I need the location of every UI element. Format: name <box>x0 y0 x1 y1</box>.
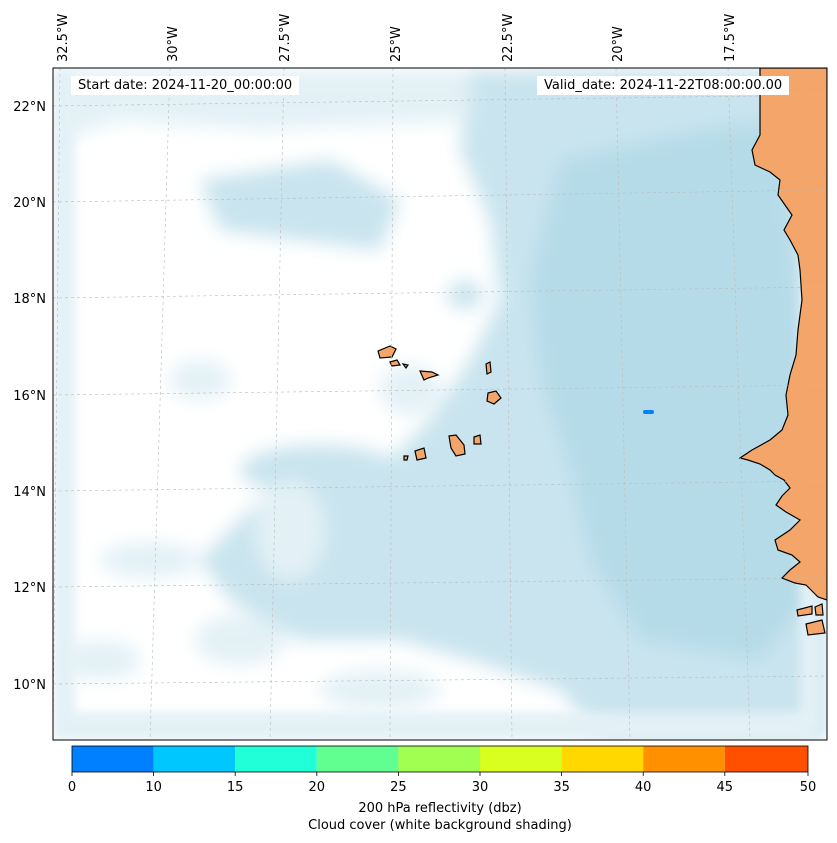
colorbar-tick-label: 35 <box>553 780 570 795</box>
colorbar-tick-label: 20 <box>308 780 326 795</box>
colorbar-segment <box>398 746 480 772</box>
lat-label: 12°N <box>13 581 46 596</box>
colorbar-tick-label: 50 <box>799 780 817 795</box>
lat-label: 20°N <box>13 196 46 211</box>
lat-label: 18°N <box>13 292 46 307</box>
colorbar-segment <box>561 746 644 772</box>
colorbar-tick-label: 10 <box>145 780 162 795</box>
lat-label: 16°N <box>13 389 46 404</box>
colorbar <box>71 745 809 776</box>
reflectivity-echo <box>643 410 654 414</box>
colorbar-segment <box>316 746 399 772</box>
colorbar-tick-label: 0 <box>67 780 77 795</box>
colorbar-frame <box>71 745 809 773</box>
longitude-labels: 32.5°W 30°W 27.5°W 25°W 22.5°W 20°W 17.5… <box>56 14 738 62</box>
valid-date-label: Valid_date: 2024-11-22T08:00:00.00 <box>537 76 790 95</box>
colorbar-segment <box>643 746 725 772</box>
colorbar-segment <box>153 746 236 772</box>
latitude-labels: 22°N 20°N 18°N 16°N 14°N 12°N 10°N <box>13 100 46 693</box>
lat-label: 14°N <box>13 485 46 500</box>
colorbar-segment <box>235 746 317 772</box>
graticule <box>53 68 827 740</box>
bijagos-islands <box>796 603 826 636</box>
cloud-cover-shading <box>60 70 827 740</box>
cape-verde-islands <box>377 345 502 461</box>
lon-label: 17.5°W <box>723 14 738 62</box>
colorbar-segment <box>480 746 562 772</box>
colorbar-tick-label: 30 <box>471 780 489 795</box>
lon-label: 25°W <box>389 26 404 62</box>
colorbar-segment <box>72 746 154 772</box>
start-date-label: Start date: 2024-11-20_00:00:00 <box>71 76 300 95</box>
colorbar-subtitle: Cloud cover (white background shading) <box>308 818 572 833</box>
lon-label: 30°W <box>166 26 181 62</box>
africa-landmass <box>738 68 827 601</box>
lon-label: 27.5°W <box>278 14 293 62</box>
colorbar-tick-label: 45 <box>716 780 734 795</box>
colorbar-tick-label: 25 <box>390 780 407 795</box>
colorbar-title: 200 hPa reflectivity (dbz) <box>358 801 522 816</box>
lat-label: 22°N <box>13 100 46 115</box>
colorbar-segment <box>724 746 808 772</box>
map-border <box>52 67 828 741</box>
colorbar-tick-label: 40 <box>634 780 652 795</box>
lon-label: 22.5°W <box>501 14 516 62</box>
lon-label: 32.5°W <box>56 14 71 62</box>
colorbar-tick-label: 15 <box>226 780 244 795</box>
lat-label: 10°N <box>13 678 46 693</box>
lon-label: 20°W <box>611 26 626 62</box>
